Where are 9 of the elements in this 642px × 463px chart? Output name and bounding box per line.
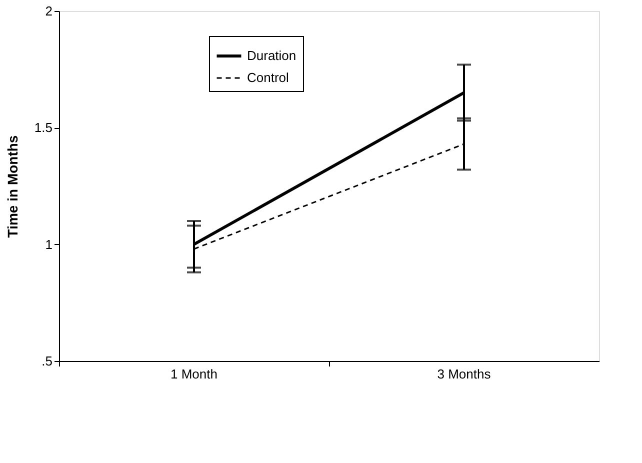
legend-label: Duration	[247, 48, 296, 63]
y-tick-label: .5	[42, 354, 52, 368]
y-tick-label: 1.5	[34, 120, 52, 136]
x-tick-label: 3 Months	[437, 366, 492, 382]
y-tick-label: 2	[45, 4, 52, 18]
y-axis-title: Time in Months	[4, 135, 20, 238]
y-tick-label: 1	[45, 236, 52, 252]
x-tick-label: 1 Month	[170, 366, 218, 382]
legend-label: Control	[247, 70, 290, 85]
